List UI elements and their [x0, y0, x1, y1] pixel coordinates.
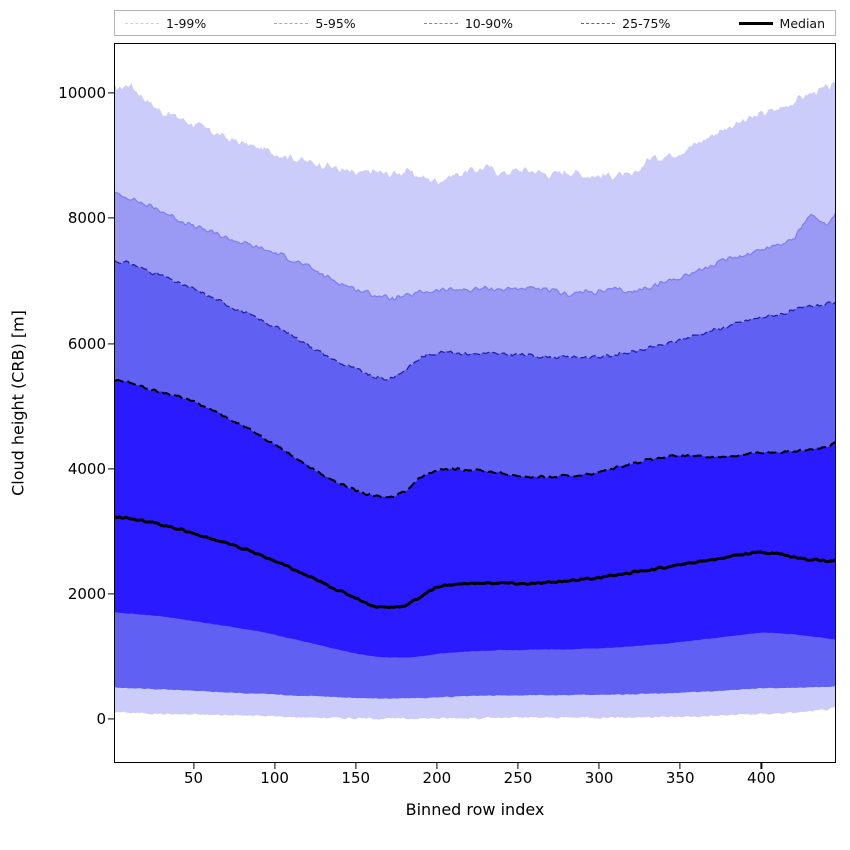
y-tick-mark	[108, 718, 114, 720]
median-line	[115, 515, 835, 610]
x-tick-label: 350	[665, 769, 695, 787]
band-upper-line-1-99-	[115, 81, 835, 187]
y-tick-mark	[108, 593, 114, 595]
band-upper-line-5-95-	[115, 191, 835, 301]
x-tick-mark	[598, 763, 600, 769]
y-tick-label: 10000	[58, 84, 106, 103]
x-tick-mark	[355, 763, 357, 769]
legend-swatch-icon	[581, 22, 616, 24]
x-tick-mark	[679, 763, 681, 769]
x-axis-label: Binned row index	[405, 800, 545, 819]
x-tick-label: 100	[260, 769, 289, 787]
legend-label: 25-75%	[622, 15, 671, 31]
legend-label: Median	[779, 15, 825, 31]
chart-legend: 1-99% 5-95% 10-90% 25-75% Median	[114, 10, 836, 36]
y-tick-label: 4000	[67, 459, 106, 478]
legend-label: 10-90%	[464, 15, 514, 31]
plot-area	[114, 43, 836, 763]
y-tick-mark	[108, 342, 114, 345]
legend-swatch-icon	[274, 22, 309, 24]
legend-label: 1-99%	[166, 15, 207, 31]
x-tick-label: 400	[747, 769, 776, 787]
x-tick-label: 300	[584, 769, 614, 787]
legend-entry-1-99-[interactable]: 1-99%	[125, 16, 206, 31]
x-tick-label: 150	[341, 769, 371, 787]
x-tick-mark	[192, 763, 195, 769]
y-tick-mark	[108, 217, 114, 219]
x-tick-mark	[274, 763, 276, 769]
legend-entry-25-75-[interactable]: 25-75%	[581, 16, 670, 31]
band-upper-line-10-90-	[115, 260, 835, 381]
legend-swatch-icon	[125, 22, 159, 24]
legend-swatch-icon	[423, 22, 458, 24]
x-tick-mark	[436, 763, 438, 769]
y-tick-label: 6000	[67, 334, 106, 353]
x-tick-label: 250	[503, 769, 533, 787]
y-tick-label: 8000	[67, 209, 106, 228]
x-tick-label: 50	[183, 769, 204, 787]
y-tick-label: 2000	[67, 584, 106, 603]
legend-entry-median[interactable]: Median	[738, 15, 825, 31]
x-tick-label: 200	[422, 769, 452, 787]
band-upper-line-25-75-	[115, 378, 835, 499]
legend-label: 5-95%	[315, 15, 356, 31]
x-tick-mark	[517, 763, 519, 769]
y-tick-label: 0	[96, 710, 106, 729]
legend-entry-10-90-[interactable]: 10-90%	[423, 15, 514, 31]
y-tick-mark	[108, 92, 114, 94]
y-tick-mark	[108, 468, 114, 470]
plot-svg	[115, 81, 835, 720]
band-fill-25-75-	[115, 379, 835, 658]
legend-entry-5-95-[interactable]: 5-95%	[274, 15, 356, 31]
legend-swatch-icon	[738, 21, 773, 25]
x-tick-mark	[760, 763, 762, 769]
